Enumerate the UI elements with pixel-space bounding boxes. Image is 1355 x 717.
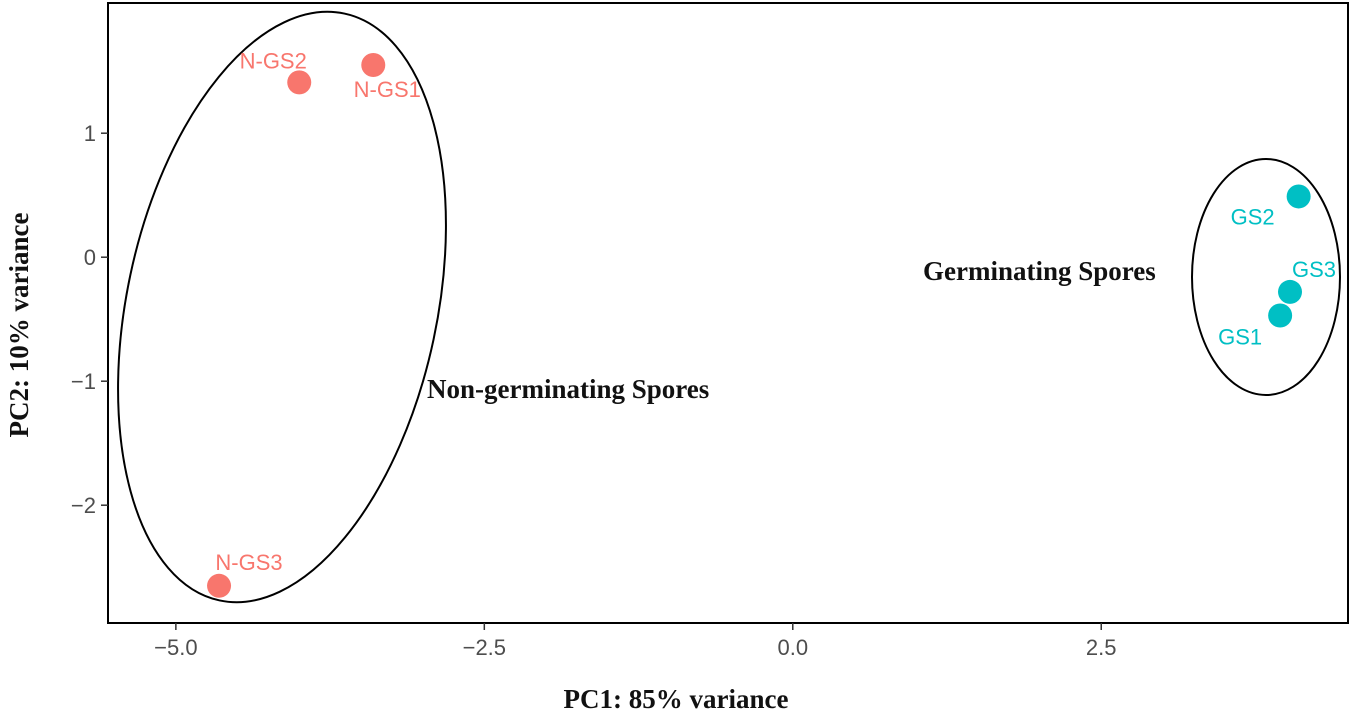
point-n-gs2 [287,70,312,95]
germinating-label: Germinating Spores [923,256,1156,286]
non-germinating-ellipse [117,10,447,604]
germinating-ellipse [1191,158,1341,396]
point-gs2 [1286,184,1311,209]
plot-panel [107,2,1349,624]
y-tick-label: −2 [71,493,96,518]
point-label-n-gs3: N-GS3 [215,550,282,575]
point-n-gs1 [361,53,386,77]
point-label-gs2: GS2 [1231,204,1275,229]
point-gs1 [1268,303,1293,328]
data-points: N-GS1 N-GS2 N-GS3 GS1 GS2 GS3 [207,48,1336,598]
point-label-n-gs2: N-GS2 [240,48,307,73]
x-axis-title: PC1: 85% variance [564,684,789,714]
point-gs3 [1278,279,1303,304]
point-label-gs3: GS3 [1292,257,1336,282]
point-label-n-gs1: N-GS1 [354,77,421,102]
non-germinating-label: Non-germinating Spores [427,374,709,404]
point-label-gs1: GS1 [1218,324,1262,349]
y-tick-label: 1 [84,121,96,146]
x-tick-label: −5.0 [154,635,197,660]
x-tick-label: 2.5 [1086,635,1117,660]
point-n-gs3 [207,573,232,598]
x-axis: −5.0 −2.5 0.0 2.5 [154,623,1117,660]
y-tick-label: −1 [71,369,96,394]
x-tick-label: −2.5 [463,635,506,660]
x-tick-label: 0.0 [777,635,808,660]
y-tick-label: 0 [84,245,96,270]
y-axis: 1 0 −1 −2 [71,121,108,518]
y-axis-title: PC2: 10% variance [4,213,34,438]
